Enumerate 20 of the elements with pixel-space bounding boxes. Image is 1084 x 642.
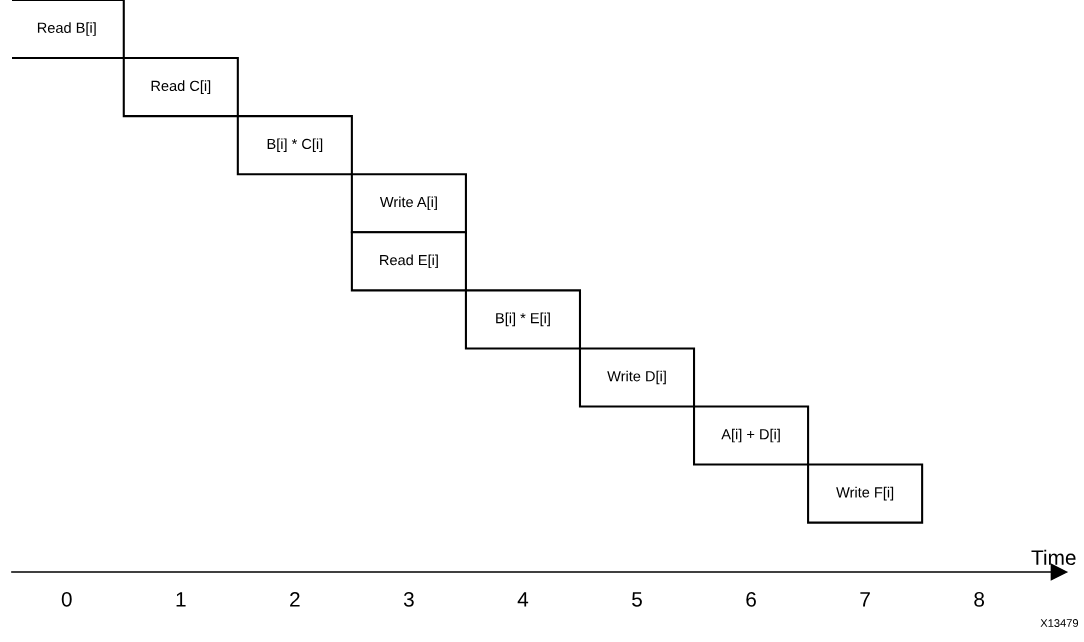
data-label: B[i] * E[i]	[496, 312, 550, 327]
x-tick-label: 3	[403, 591, 414, 607]
data-label: Write F[i]	[836, 486, 894, 501]
data-label: Read E[i]	[380, 254, 438, 269]
x-tick-label: 7	[860, 592, 870, 607]
x-tick-label: 0	[61, 591, 72, 607]
x-tick-label: 2	[290, 591, 300, 607]
data-label: Write A[i]	[379, 196, 437, 211]
x-tick-label: 6	[746, 591, 756, 607]
x-tick-label: 5	[632, 592, 642, 607]
x-tick-label: 8	[974, 591, 985, 607]
x-tick-label: 4	[517, 592, 529, 607]
x-tick-label: 1	[176, 592, 186, 607]
text: X13479	[1040, 619, 1079, 627]
data-label: Read B[i]	[37, 22, 96, 36]
data-label: Read C[i]	[151, 80, 211, 94]
x-axis-title: Time	[1031, 549, 1076, 566]
data-label: A[i] + D[i]	[721, 428, 780, 443]
data-label: Write D[i]	[607, 370, 666, 385]
data-label: B[i] * C[i]	[267, 138, 323, 152]
